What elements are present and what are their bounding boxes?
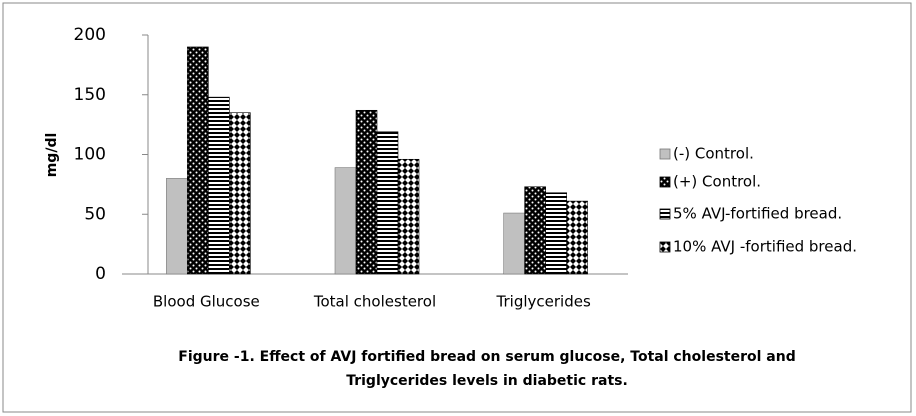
bar: [229, 112, 251, 275]
bar: [545, 192, 567, 275]
legend-label: (+) Control.: [673, 173, 761, 191]
x-tick-label: Blood Glucose: [153, 293, 260, 311]
bar: [355, 109, 378, 275]
bar: [397, 158, 420, 275]
legend-swatch: [659, 148, 671, 160]
legend-swatch: [659, 208, 671, 220]
bar: [524, 186, 546, 275]
y-tick-label: 200: [74, 25, 106, 45]
bar: [166, 178, 188, 275]
y-tick-label: 100: [74, 145, 106, 165]
legend-label: (-) Control.: [673, 145, 754, 163]
legend-swatch: [659, 241, 671, 253]
y-tick-label: 0: [95, 264, 106, 284]
bar: [208, 96, 230, 275]
y-tick-label: 150: [74, 85, 106, 105]
bar: [187, 46, 209, 275]
bar: [334, 167, 357, 275]
bar: [376, 131, 399, 275]
legend-label: 10% AVJ -fortified bread.: [673, 238, 857, 256]
x-tick-label: Total cholesterol: [313, 293, 436, 311]
bar: [503, 212, 525, 275]
legend-swatch: [659, 176, 671, 188]
chart-title: Triglycerides levels in diabetic rats.: [346, 373, 628, 389]
chart-title: Figure -1. Effect of AVJ fortified bread…: [178, 349, 795, 365]
y-axis-label: mg/dl: [44, 133, 60, 178]
y-tick-label: 50: [84, 204, 106, 224]
legend-label: 5% AVJ-fortified bread.: [673, 205, 842, 223]
x-tick-label: Triglycerides: [496, 293, 591, 311]
bar: [566, 200, 588, 275]
